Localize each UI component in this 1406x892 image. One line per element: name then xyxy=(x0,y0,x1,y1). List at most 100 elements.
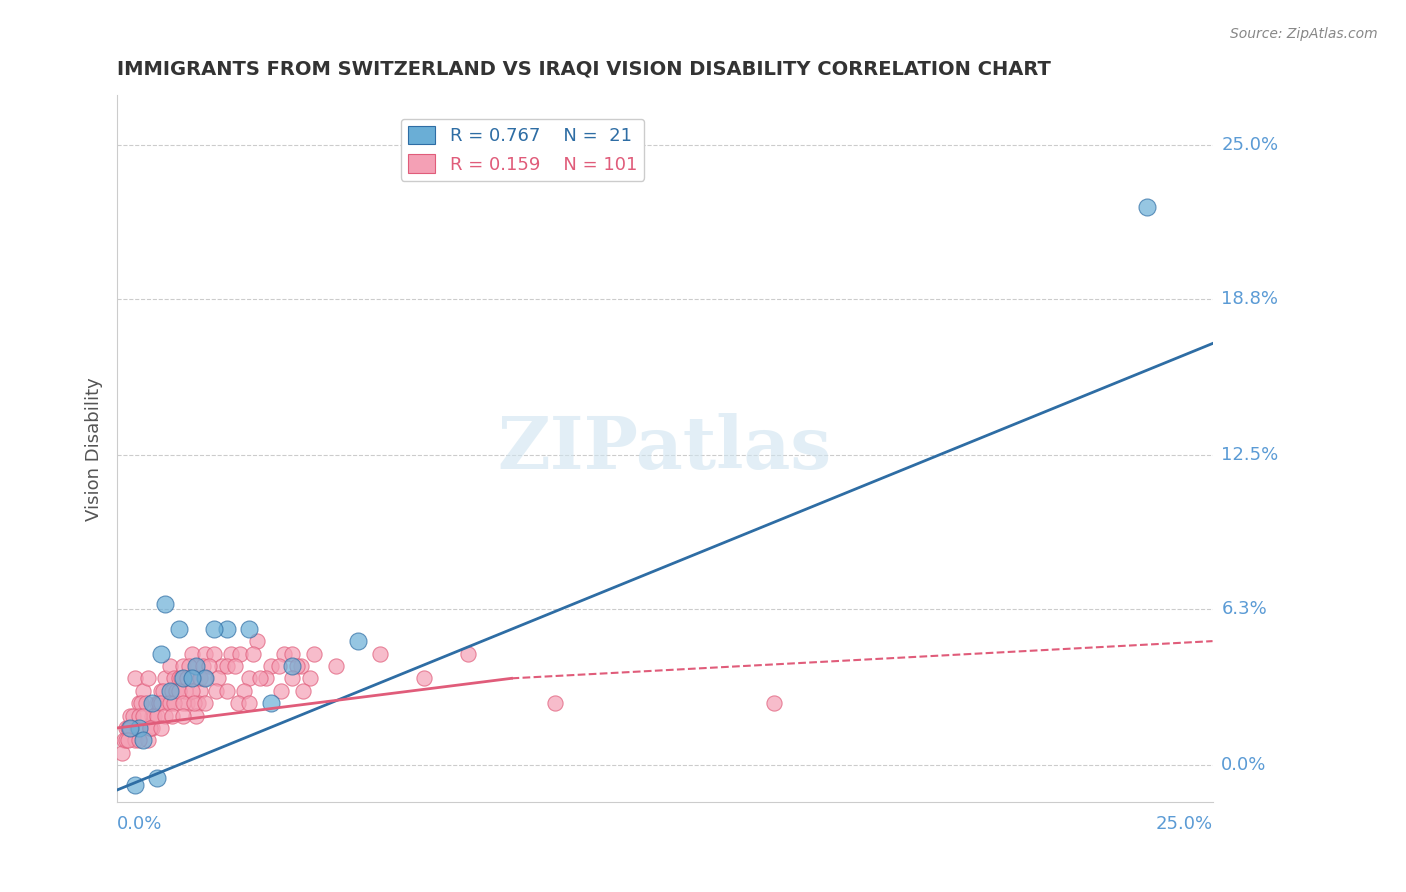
Point xyxy=(150,683,173,698)
Point xyxy=(457,647,479,661)
Point xyxy=(155,708,177,723)
Point xyxy=(128,721,150,735)
Point xyxy=(139,721,162,735)
Point xyxy=(215,659,238,673)
Point xyxy=(269,659,291,673)
Text: 25.0%: 25.0% xyxy=(1222,136,1278,154)
Point xyxy=(174,683,197,698)
Point xyxy=(136,671,159,685)
Point xyxy=(156,696,179,710)
Point xyxy=(141,721,163,735)
Point xyxy=(172,659,194,673)
Point xyxy=(238,671,260,685)
Text: 0.0%: 0.0% xyxy=(117,814,163,833)
Point xyxy=(202,622,225,636)
Point xyxy=(163,671,186,685)
Point xyxy=(190,683,212,698)
Text: 6.3%: 6.3% xyxy=(1222,600,1267,618)
Point xyxy=(198,659,221,673)
Point xyxy=(180,647,202,661)
Point xyxy=(132,708,155,723)
Point xyxy=(285,659,308,673)
Point xyxy=(204,683,226,698)
Text: ZIPatlas: ZIPatlas xyxy=(498,413,832,484)
Point xyxy=(298,671,321,685)
Point xyxy=(202,647,225,661)
Point xyxy=(132,733,155,747)
Point xyxy=(159,683,181,698)
Point xyxy=(249,671,271,685)
Point xyxy=(281,659,304,673)
Point xyxy=(167,671,190,685)
Point xyxy=(139,721,162,735)
Point xyxy=(163,696,186,710)
Point xyxy=(145,696,167,710)
Point xyxy=(160,708,183,723)
Text: IMMIGRANTS FROM SWITZERLAND VS IRAQI VISION DISABILITY CORRELATION CHART: IMMIGRANTS FROM SWITZERLAND VS IRAQI VIS… xyxy=(117,60,1052,78)
Point xyxy=(194,696,217,710)
Point xyxy=(194,671,217,685)
Point xyxy=(155,671,177,685)
Point xyxy=(183,671,205,685)
Point xyxy=(120,721,142,735)
Point xyxy=(150,696,173,710)
Point xyxy=(292,683,315,698)
Point xyxy=(170,671,193,685)
Point xyxy=(167,683,190,698)
Point xyxy=(179,659,201,673)
Point xyxy=(180,683,202,698)
Point xyxy=(270,683,292,698)
Point xyxy=(238,696,260,710)
Point xyxy=(325,659,347,673)
Point xyxy=(347,634,370,648)
Point xyxy=(129,696,152,710)
Point xyxy=(115,721,138,735)
Point xyxy=(117,721,139,735)
Y-axis label: Vision Disability: Vision Disability xyxy=(86,377,103,521)
Point xyxy=(259,659,281,673)
Point xyxy=(190,671,212,685)
Text: 0.0%: 0.0% xyxy=(1222,756,1267,774)
Point xyxy=(159,659,181,673)
Point xyxy=(136,733,159,747)
Legend: R = 0.767    N =  21, R = 0.159    N = 101: R = 0.767 N = 21, R = 0.159 N = 101 xyxy=(401,119,644,181)
Point xyxy=(233,683,256,698)
Point xyxy=(117,733,139,747)
Point xyxy=(187,696,209,710)
Point xyxy=(167,622,190,636)
Point xyxy=(132,683,155,698)
Point xyxy=(172,671,194,685)
Point xyxy=(143,708,166,723)
Point xyxy=(1136,200,1159,214)
Point xyxy=(176,671,198,685)
Point xyxy=(246,634,269,648)
Point xyxy=(290,659,312,673)
Point xyxy=(229,647,252,661)
Point xyxy=(191,659,214,673)
Point xyxy=(180,671,202,685)
Point xyxy=(259,696,281,710)
Point xyxy=(544,696,567,710)
Point xyxy=(160,683,183,698)
Point xyxy=(219,647,242,661)
Point xyxy=(273,647,295,661)
Point xyxy=(215,683,238,698)
Point xyxy=(125,721,148,735)
Point xyxy=(141,696,163,710)
Point xyxy=(159,696,181,710)
Point xyxy=(115,733,138,747)
Point xyxy=(211,659,233,673)
Point xyxy=(112,733,135,747)
Point xyxy=(124,733,146,747)
Point xyxy=(242,647,264,661)
Point xyxy=(141,708,163,723)
Point xyxy=(148,696,170,710)
Point xyxy=(194,647,217,661)
Point xyxy=(121,708,143,723)
Point xyxy=(215,622,238,636)
Point xyxy=(254,671,277,685)
Point xyxy=(183,696,205,710)
Point xyxy=(150,721,173,735)
Point xyxy=(124,671,146,685)
Point xyxy=(150,647,173,661)
